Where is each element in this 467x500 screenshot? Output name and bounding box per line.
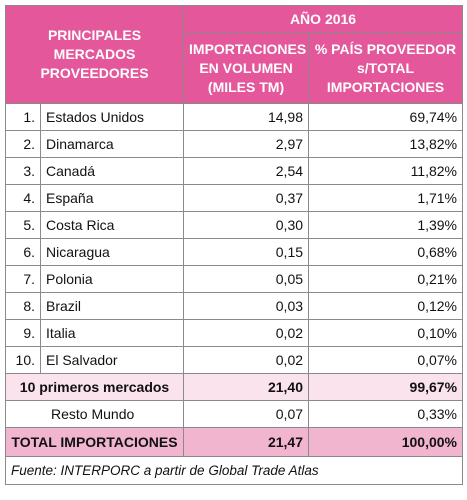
cell: TOTAL IMPORTACIONES bbox=[4, 427, 185, 457]
data-row: 1. Estados Unidos 14,98 69,74% bbox=[5, 103, 464, 131]
cell: 100,00% bbox=[308, 427, 464, 457]
cell: 0,12% bbox=[308, 292, 464, 320]
cell: 1,71% bbox=[308, 184, 464, 212]
source-note: Fuente: INTERPORC a partir de Global Tra… bbox=[4, 456, 464, 485]
cell: Brazil bbox=[39, 292, 185, 320]
cell: Italia bbox=[39, 319, 185, 347]
cell: 0,68% bbox=[308, 238, 464, 266]
header-cell: AÑO 2016 bbox=[183, 5, 464, 34]
cell: Canadá bbox=[39, 157, 185, 185]
cell: 0,10% bbox=[308, 319, 464, 347]
cell: 6. bbox=[5, 238, 41, 266]
header-cell: % PAÍS PROVEEDOR s/TOTAL IMPORTACIONES bbox=[308, 33, 464, 104]
cell: 2,97 bbox=[183, 130, 310, 158]
cell: Estados Unidos bbox=[39, 103, 185, 131]
cell: 3. bbox=[5, 157, 41, 185]
table-container: PRINCIPALES MERCADOS PROVEEDORES AÑO 2016 IM… bbox=[4, 5, 464, 485]
cell: España bbox=[39, 184, 185, 212]
cell: 0,30 bbox=[183, 211, 310, 239]
cell: 0,03 bbox=[183, 292, 310, 320]
cell: Costa Rica bbox=[39, 211, 185, 239]
cell: 5. bbox=[5, 211, 41, 239]
cell: 99,67% bbox=[308, 373, 464, 401]
header-line: PRINCIPALES bbox=[47, 27, 142, 43]
cell: 0,02 bbox=[183, 319, 310, 347]
data-row: 10. El Salvador 0,02 0,07% bbox=[5, 346, 464, 374]
source-row: Fuente: INTERPORC a partir de Global Tra… bbox=[4, 456, 464, 485]
cell: 7. bbox=[5, 265, 41, 293]
cell: Resto Mundo bbox=[4, 400, 185, 428]
cell: 10 primeros mercados bbox=[4, 373, 185, 401]
cell: 14,98 bbox=[183, 103, 310, 131]
data-row: 4. España 0,37 1,71% bbox=[5, 184, 464, 212]
cell: 2. bbox=[5, 130, 41, 158]
data-row: 5. Costa Rica 0,30 1,39% bbox=[5, 211, 464, 239]
header-line: MERCADOS bbox=[53, 46, 136, 62]
cell: 0,07% bbox=[308, 346, 464, 374]
header-cell: IMPORTACIONES EN VOLUMEN (MILES TM) bbox=[183, 33, 310, 104]
header-line: IMPORTACIONES bbox=[326, 79, 445, 95]
cell: 9. bbox=[5, 319, 41, 347]
cell: 1,39% bbox=[308, 211, 464, 239]
header-line: s/TOTAL bbox=[356, 60, 415, 76]
cell: 4. bbox=[5, 184, 41, 212]
data-row: 9. Italia 0,02 0,10% bbox=[5, 319, 464, 347]
total-row: TOTAL IMPORTACIONES 21,47 100,00% bbox=[4, 427, 464, 457]
cell: 0,15 bbox=[183, 238, 310, 266]
rest-row: Resto Mundo 0,07 0,33% bbox=[4, 400, 464, 428]
cell: 2,54 bbox=[183, 157, 310, 185]
subtotal-row: 10 primeros mercados 21,40 99,67% bbox=[4, 373, 464, 401]
header-row: IMPORTACIONES EN VOLUMEN (MILES TM) % PAÍS … bbox=[6, 33, 464, 104]
cell: Nicaragua bbox=[39, 238, 185, 266]
cell: 0,21% bbox=[308, 265, 464, 293]
header-cell: PRINCIPALES MERCADOS PROVEEDORES bbox=[4, 5, 185, 104]
header-line: % PAÍS PROVEEDOR bbox=[314, 41, 457, 57]
cell: 11,82% bbox=[308, 157, 464, 185]
cell: 0,07 bbox=[183, 400, 310, 428]
cell: 0,37 bbox=[183, 184, 310, 212]
cell: Dinamarca bbox=[39, 130, 185, 158]
cell: 21,40 bbox=[183, 373, 310, 401]
cell: 13,82% bbox=[308, 130, 464, 158]
cell: 10. bbox=[5, 346, 41, 374]
data-row: 6. Nicaragua 0,15 0,68% bbox=[5, 238, 464, 266]
cell: 1. bbox=[5, 103, 41, 131]
cell: 0,33% bbox=[308, 400, 464, 428]
header-line: IMPORTACIONES bbox=[189, 41, 307, 57]
header-line: PROVEEDORES bbox=[40, 65, 149, 81]
header-line: EN VOLUMEN bbox=[199, 60, 293, 76]
cell: 0,02 bbox=[183, 346, 310, 374]
header-row: PRINCIPALES MERCADOS PROVEEDORES AÑO 2016 bbox=[4, 5, 464, 104]
data-row: 3. Canadá 2,54 11,82% bbox=[5, 157, 464, 185]
cell: 8. bbox=[5, 292, 41, 320]
cell: 69,74% bbox=[308, 103, 464, 131]
header-line: (MILES TM) bbox=[207, 79, 285, 95]
data-row: 8. Brazil 0,03 0,12% bbox=[5, 292, 464, 320]
cell: El Salvador bbox=[39, 346, 185, 374]
cell: Polonia bbox=[39, 265, 185, 293]
data-row: 7. Polonia 0,05 0,21% bbox=[5, 265, 464, 293]
data-table: PRINCIPALES MERCADOS PROVEEDORES AÑO 2016 IM… bbox=[4, 5, 464, 485]
cell: 0,05 bbox=[183, 265, 310, 293]
data-row: 2. Dinamarca 2,97 13,82% bbox=[5, 130, 464, 158]
cell: 21,47 bbox=[183, 427, 310, 457]
